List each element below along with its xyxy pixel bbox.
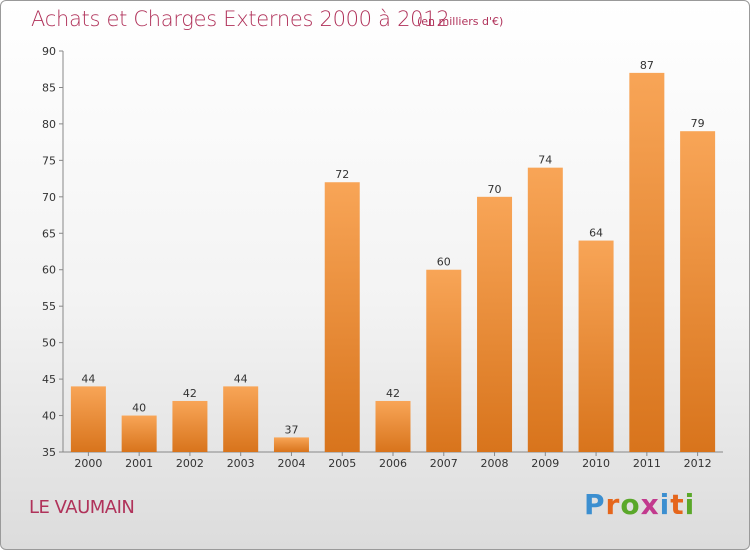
chart-bars: 44 40 42 44 37 72 42 60 70 74 64 87 79	[70, 59, 716, 452]
x-tick-label: 2012	[684, 457, 712, 470]
logo-letter: o	[620, 488, 641, 521]
logo-letter: x	[640, 488, 660, 521]
y-tick-label: 75	[42, 154, 56, 167]
chart-subtitle: (en milliers d'€)	[417, 15, 504, 28]
bar-value-label: 72	[335, 168, 349, 181]
bar	[680, 131, 716, 452]
chart-title: Achats et Charges Externes 2000 à 2012	[31, 7, 450, 31]
x-tick-label: 2005	[328, 457, 356, 470]
bar	[273, 437, 309, 452]
x-tick-label: 2009	[531, 457, 559, 470]
bar	[629, 72, 665, 452]
chart-axes: 35 40 45 50 55 60 65 70 75 80 85 90 2000 2001 2002 2003…	[42, 45, 723, 470]
logo-letter: t	[670, 488, 685, 521]
y-tick-label: 35	[42, 446, 56, 459]
logo-letter: i	[684, 488, 696, 521]
x-tick-label: 2010	[582, 457, 610, 470]
y-tick-label: 85	[42, 81, 56, 94]
bar	[426, 269, 462, 452]
y-tick-label: 55	[42, 300, 56, 313]
bar	[223, 386, 259, 452]
bar-value-label: 37	[284, 423, 298, 436]
bar-value-label: 60	[437, 256, 451, 269]
bar-value-label: 87	[640, 59, 654, 72]
x-tick-label: 2003	[227, 457, 255, 470]
x-tick-label: 2011	[633, 457, 661, 470]
bar-value-label: 74	[538, 154, 552, 167]
y-tick-label: 50	[42, 337, 56, 350]
logo-letter: i	[659, 488, 671, 521]
bar	[527, 167, 563, 452]
x-tick-label: 2008	[481, 457, 509, 470]
x-tick-label: 2000	[74, 457, 102, 470]
x-tick-label: 2002	[176, 457, 204, 470]
y-tick-label: 40	[42, 410, 56, 423]
bar-value-label: 44	[81, 372, 95, 385]
bar	[324, 182, 360, 452]
bar-value-label: 70	[488, 183, 502, 196]
y-tick-label: 90	[42, 45, 56, 58]
y-tick-label: 70	[42, 191, 56, 204]
proxiti-logo[interactable]: Proxiti	[584, 488, 695, 521]
bar	[172, 400, 208, 452]
x-tick-label: 2006	[379, 457, 407, 470]
y-tick-label: 65	[42, 227, 56, 240]
bar-value-label: 40	[132, 402, 146, 415]
bar-value-label: 42	[386, 387, 400, 400]
logo-letter: r	[605, 488, 621, 521]
bar	[578, 240, 614, 452]
y-tick-label: 80	[42, 118, 56, 131]
bar-value-label: 79	[691, 117, 705, 130]
x-tick-label: 2007	[430, 457, 458, 470]
bar-value-label: 42	[183, 387, 197, 400]
x-tick-label: 2001	[125, 457, 153, 470]
y-tick-label: 45	[42, 373, 56, 386]
commune-name: LE VAUMAIN	[29, 497, 135, 518]
bar	[70, 386, 106, 452]
bar	[477, 196, 513, 452]
logo-letter: P	[584, 488, 606, 521]
bar	[375, 400, 411, 452]
bar-value-label: 64	[589, 227, 603, 240]
bar	[121, 415, 157, 452]
x-tick-label: 2004	[277, 457, 305, 470]
bar-value-label: 44	[234, 372, 248, 385]
y-tick-label: 60	[42, 264, 56, 277]
